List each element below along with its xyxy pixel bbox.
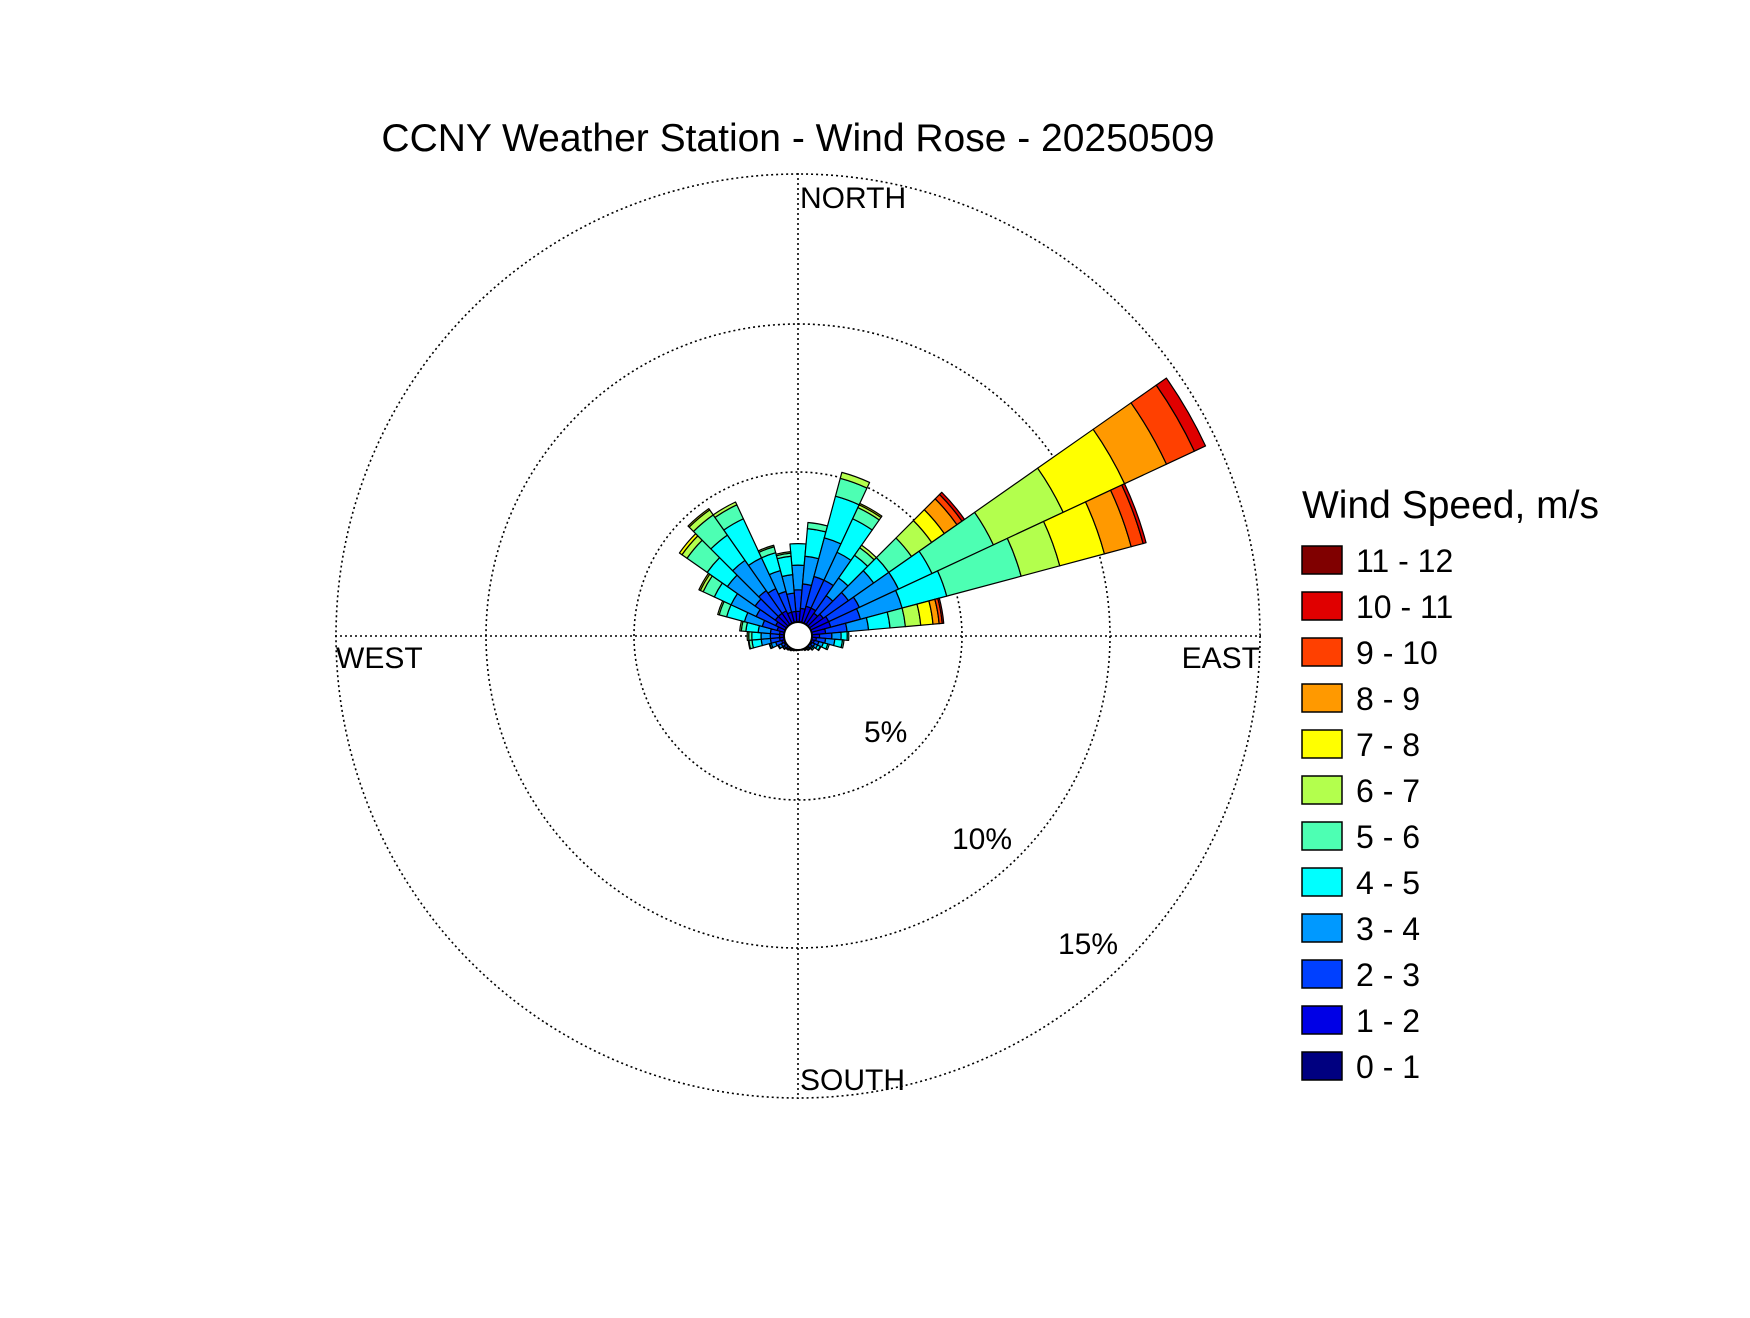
- legend-label-3-4: 3 - 4: [1356, 911, 1420, 947]
- sector-30-segment-7-8: [858, 502, 883, 519]
- sector-60: [797, 377, 1207, 637]
- sector-100-segment-5-6: [840, 639, 845, 649]
- label-west: WEST: [336, 642, 423, 675]
- legend-label-1-2: 1 - 2: [1356, 1003, 1420, 1039]
- legend: Wind Speed, m/s 11 - 12 10 - 11 9 - 10 8 - …: [1301, 484, 1599, 1085]
- chart-title: CCNY Weather Station - Wind Rose - 20250…: [381, 117, 1214, 160]
- sector-330-segment-6-7: [712, 501, 738, 519]
- sector-90-segment-4-5: [840, 631, 848, 641]
- sector-270-segment-6-7: [746, 630, 750, 642]
- legend-swatch-0-1: [1301, 1051, 1343, 1081]
- legend-label-6-7: 6 - 7: [1356, 773, 1420, 809]
- sector-90-segment-5-6: [846, 630, 850, 642]
- legend-swatch-10-11: [1301, 591, 1343, 621]
- legend-swatch-9-10: [1301, 637, 1343, 667]
- polar-grid: [335, 173, 1261, 1099]
- legend-title: Wind Speed, m/s: [1302, 484, 1599, 527]
- legend-label-0-1: 0 - 1: [1356, 1049, 1420, 1085]
- legend-swatch-2-3: [1301, 959, 1343, 989]
- sector-130-segment-4-5: [810, 646, 815, 651]
- sector-20-segment-6-7: [839, 471, 871, 489]
- ring-label-15: 15%: [1058, 928, 1118, 961]
- sector-140-segment-4-5: [807, 647, 812, 651]
- sector-110-segment-5-6: [825, 643, 830, 651]
- legend-swatch-5-6: [1301, 821, 1343, 851]
- legend-swatch-3-4: [1301, 913, 1343, 943]
- grid-ring-5: [633, 471, 963, 801]
- sector-70-segment-10-11: [1121, 483, 1147, 545]
- ring-label-10: 10%: [952, 823, 1012, 856]
- sector-340-segment-6-7: [757, 544, 775, 553]
- label-north: NORTH: [800, 182, 906, 215]
- legend-label-9-10: 9 - 10: [1356, 635, 1438, 671]
- center-hole: [783, 621, 813, 651]
- wind-sectors: [678, 377, 1207, 652]
- legend-swatch-11-12: [1301, 545, 1343, 575]
- sector-150-segment-4-5: [803, 648, 808, 652]
- sector-290: [717, 600, 799, 637]
- sector-350: [775, 551, 799, 637]
- sector-320-segment-7-8: [687, 507, 711, 528]
- legend-label-5-6: 5 - 6: [1356, 819, 1420, 855]
- sector-330: [712, 501, 799, 637]
- legend-swatch-8-9: [1301, 683, 1343, 713]
- legend-swatch-7-8: [1301, 729, 1343, 759]
- legend-label-8-9: 8 - 9: [1356, 681, 1420, 717]
- label-east: EAST: [1182, 642, 1260, 675]
- legend-items: 11 - 12 10 - 11 9 - 10 8 - 9 7 - 8 6 - 7 5 - 6…: [1301, 543, 1453, 1085]
- sector-350-segment-6-7: [775, 551, 792, 557]
- legend-label-2-3: 2 - 3: [1356, 957, 1420, 993]
- label-south: SOUTH: [800, 1064, 905, 1097]
- sector-20: [797, 471, 871, 637]
- sector-60-segment-10-11: [1155, 377, 1207, 452]
- legend-label-11-12: 11 - 12: [1356, 543, 1453, 579]
- grid-ring-10: [485, 323, 1111, 949]
- sector-300: [698, 572, 799, 637]
- sector-0-segment-4-5: [789, 542, 807, 567]
- ring-label-5: 5%: [864, 716, 907, 749]
- legend-label-7-8: 7 - 8: [1356, 727, 1420, 763]
- grid-ring-15: [335, 173, 1261, 1099]
- sector-120-segment-5-6: [817, 645, 822, 652]
- legend-label-10-11: 10 - 11: [1356, 589, 1453, 625]
- legend-swatch-4-5: [1301, 867, 1343, 897]
- legend-swatch-6-7: [1301, 775, 1343, 805]
- sector-80-segment-10-11: [937, 597, 945, 624]
- legend-label-4-5: 4 - 5: [1356, 865, 1420, 901]
- legend-swatch-1-2: [1301, 1005, 1343, 1035]
